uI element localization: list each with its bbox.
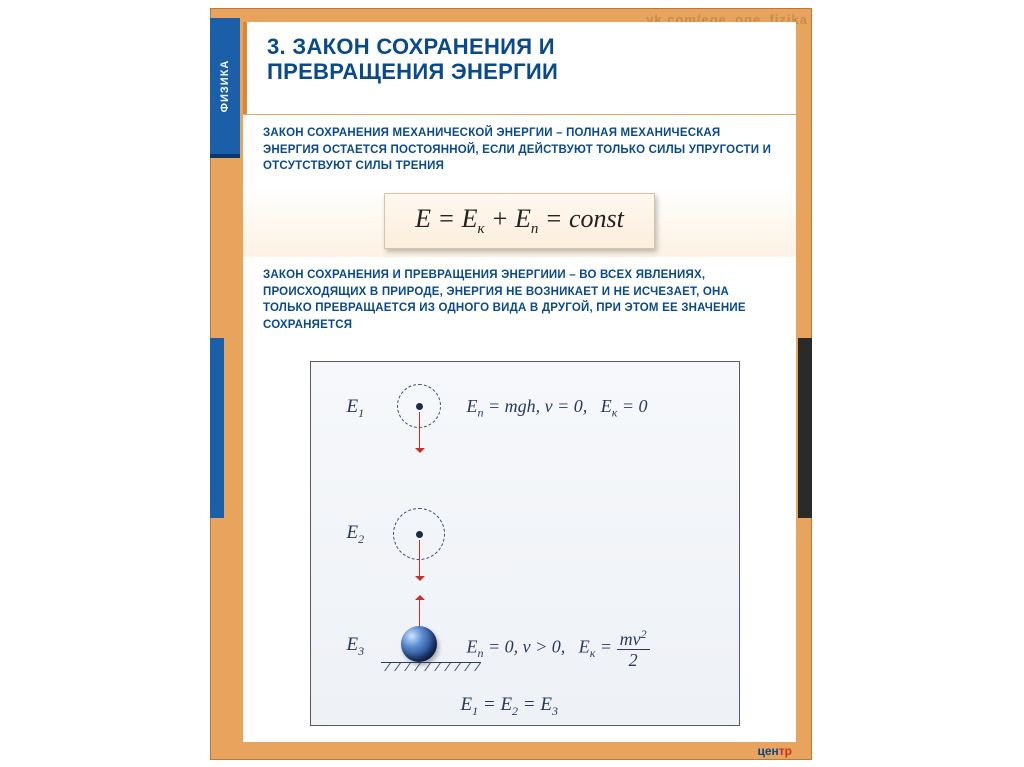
- side-tab-physics: ФИЗИКА: [210, 18, 240, 158]
- edge-strip-left: [210, 338, 224, 518]
- definition-2: ЗАКОН СОХРАНЕНИЯ И ПРЕВРАЩЕНИЯ ЭНЕРГИИИ …: [243, 257, 796, 349]
- main-equation: E = Eк + Eп = const: [384, 193, 655, 249]
- edge-strip-right: [798, 338, 812, 518]
- title-line-1: 3. ЗАКОН СОХРАНЕНИЯ И: [267, 34, 555, 59]
- diagram-container: E1 Eп = mgh, v = 0, Eк = 0 E2 E3: [243, 349, 796, 742]
- label-E3: E3: [347, 634, 365, 659]
- poster-frame: vk.com/ege_oge_fizika ФИЗИКА 3. ЗАКОН СО…: [210, 8, 812, 760]
- definition-2-lead: ЗАКОН СОХРАНЕНИЯ И ПРЕВРАЩЕНИЯ ЭНЕРГИИИ: [263, 269, 566, 281]
- side-tab-label: ФИЗИКА: [219, 21, 231, 151]
- eq-row-3: Eп = 0, v > 0, Eк = mv2 2: [467, 628, 650, 669]
- eq-bottom: E1 = E2 = E3: [461, 694, 558, 719]
- energy-diagram: E1 Eп = mgh, v = 0, Eк = 0 E2 E3: [310, 361, 740, 726]
- title-line-2: ПРЕВРАЩЕНИЯ ЭНЕРГИИ: [267, 59, 558, 84]
- equation-band: E = Eк + Eп = const: [243, 185, 796, 257]
- label-E1: E1: [347, 396, 365, 421]
- point-1: [416, 403, 423, 410]
- ground-line: [381, 662, 481, 670]
- definition-1-lead: ЗАКОН СОХРАНЕНИЯ МЕХАНИЧЕСКОЙ ЭНЕРГИИ: [263, 127, 553, 139]
- label-E2: E2: [347, 522, 365, 547]
- eq-row-1: Eп = mgh, v = 0, Eк = 0: [467, 396, 648, 421]
- definition-1: ЗАКОН СОХРАНЕНИЯ МЕХАНИЧЕСКОЙ ЭНЕРГИИ – …: [243, 115, 796, 185]
- point-2: [416, 531, 423, 538]
- page-title: 3. ЗАКОН СОХРАНЕНИЯ И ПРЕВРАЩЕНИЯ ЭНЕРГИ…: [267, 34, 778, 85]
- arrow-2-down: [419, 540, 420, 576]
- title-block: 3. ЗАКОН СОХРАНЕНИЯ И ПРЕВРАЩЕНИЯ ЭНЕРГИ…: [243, 22, 796, 114]
- arrow-1-down: [419, 412, 420, 448]
- sphere-icon: [401, 626, 437, 662]
- fraction-mv2-2: mv2 2: [617, 628, 650, 669]
- footer-brand: центр: [757, 744, 792, 758]
